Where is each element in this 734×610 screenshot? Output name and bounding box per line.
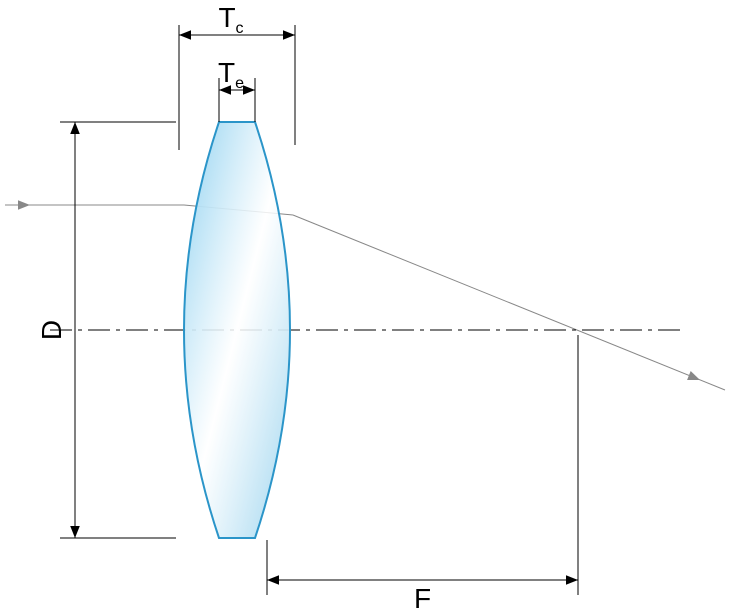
label-d: D [36,320,67,340]
label-tc: Tc [218,2,243,37]
lens-diagram: Tc Te D F [0,0,734,610]
lens-shape [184,122,290,538]
label-te: Te [218,57,244,92]
label-f: F [414,583,431,610]
light-ray [5,205,725,390]
